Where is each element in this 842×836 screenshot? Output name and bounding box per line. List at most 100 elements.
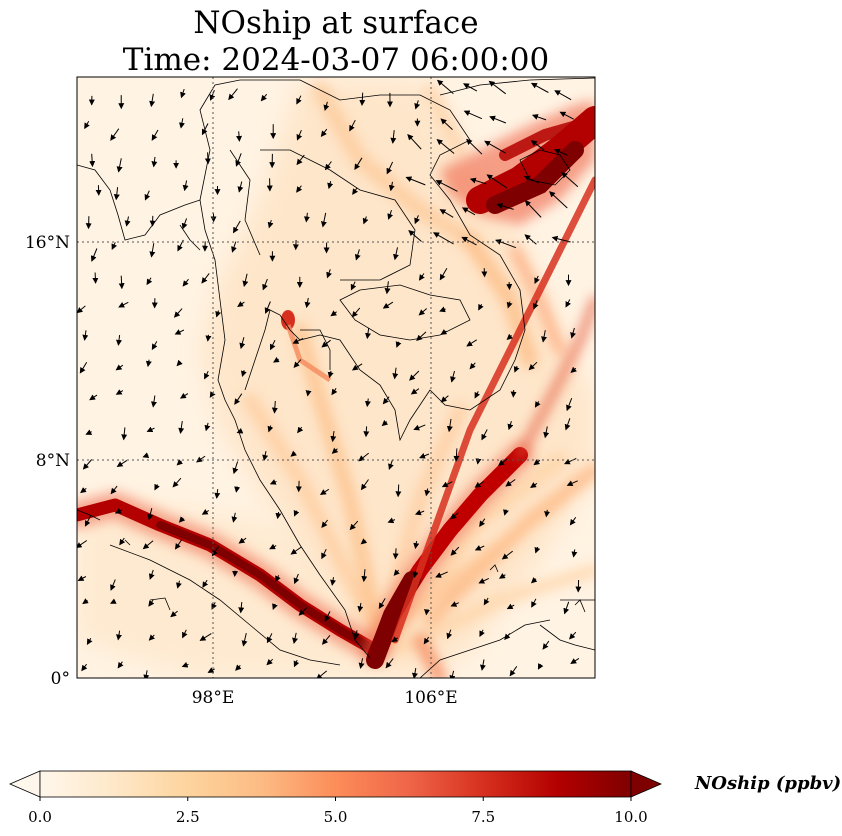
wind-vector-arrow [178, 516, 186, 523]
wind-vector-arrow [272, 603, 278, 610]
wind-vector-arrow [296, 130, 303, 141]
wind-vector-arrow [149, 93, 156, 108]
colorbar-label: NOship (ppbv) [694, 773, 841, 794]
wind-vector-arrow [543, 426, 550, 439]
wind-vector-arrow [453, 448, 460, 462]
wind-vector-arrow [148, 634, 156, 641]
lat-tick-0: 0° [51, 669, 70, 689]
wind-vector-arrow [181, 218, 188, 230]
colorbar-tick-5: 5.0 [324, 808, 348, 826]
wind-vector-arrow [330, 431, 337, 443]
wind-vector-arrow [551, 235, 571, 243]
wind-vector-arrow [262, 278, 268, 291]
wind-vector-arrow [151, 129, 159, 141]
wind-vector-arrow [331, 447, 339, 454]
wind-vector-arrow [569, 631, 577, 640]
wind-vector-arrow [121, 427, 128, 441]
wind-vector-arrow [147, 507, 154, 521]
wind-vector-arrow [531, 114, 547, 121]
wind-vector-arrow [410, 388, 420, 395]
wind-vector-arrow [436, 138, 455, 154]
wind-vector-arrow [419, 453, 430, 459]
wind-vector-arrow [435, 180, 458, 192]
wind-vector-arrow [496, 202, 514, 210]
wind-vector-arrow [461, 207, 476, 216]
wind-vector-arrow [117, 661, 124, 669]
wind-vector-arrow [119, 537, 126, 546]
wind-vector-arrow [570, 657, 580, 664]
wind-vector-arrow [267, 425, 274, 433]
south-china-sea-lane [362, 176, 595, 669]
wind-vector-arrow [199, 633, 212, 641]
wind-vector-arrow [390, 130, 397, 144]
wind-vector-arrow [439, 267, 448, 281]
wind-vector-arrow [273, 356, 280, 363]
wind-vector-arrow [530, 140, 545, 151]
wind-vector-arrow [324, 611, 331, 622]
wind-vector-arrow [293, 509, 300, 517]
wind-vector-arrow [495, 239, 517, 249]
wind-vector-arrow [544, 509, 551, 518]
wind-vector-arrow [385, 658, 394, 669]
wind-vector-arrow [240, 370, 247, 378]
colorbar: 0.0 2.5 5.0 7.5 10.0 NOship (ppbv) [8, 770, 841, 826]
gulf-of-tonkin-hotspot [440, 100, 595, 225]
wind-vector-arrow [327, 370, 334, 379]
wind-vector-arrow [89, 153, 96, 168]
wind-vector-arrow [440, 118, 453, 130]
wind-vector-arrow [201, 509, 210, 515]
wind-vector-arrow [214, 489, 221, 499]
wind-vector-arrow [237, 181, 244, 193]
wind-vector-arrow [566, 480, 578, 487]
wind-vector-arrow [413, 424, 426, 431]
wind-vector-arrow [320, 212, 327, 228]
wind-vector-arrow [388, 459, 394, 470]
wind-vector-arrow [395, 341, 402, 348]
wind-vector-arrow [407, 133, 422, 150]
wind-vector-arrow [92, 272, 99, 284]
wind-vector-arrow [387, 210, 394, 220]
wind-vector-arrow [392, 367, 399, 380]
wind-vector-arrow [530, 82, 549, 93]
wind-vector-arrow [418, 308, 428, 316]
lat-tick-8: 8°N [36, 451, 70, 471]
wind-vector-arrow [524, 200, 542, 218]
wind-vector-arrow [570, 327, 576, 339]
wind-vector-arrow [271, 400, 278, 414]
wind-vector-field [77, 79, 582, 678]
wind-vector-arrow [238, 602, 245, 614]
wind-vector-arrow [439, 209, 454, 218]
wind-vector-arrow [110, 128, 120, 141]
wind-vector-arrow [349, 520, 359, 531]
wind-vector-arrow [180, 88, 186, 99]
wind-vector-arrow [350, 281, 357, 291]
wind-vector-arrow [435, 571, 448, 578]
wind-vector-arrow [488, 80, 507, 95]
wind-vector-arrow [236, 427, 244, 434]
wind-vector-arrow [176, 359, 183, 367]
wind-vector-arrow [569, 517, 577, 526]
wind-vector-arrow [266, 633, 273, 644]
wind-vector-arrow [174, 539, 183, 550]
wind-vector-arrow [142, 452, 150, 458]
wind-vector-arrow [571, 549, 578, 558]
wind-vector-arrow [269, 479, 277, 485]
wind-vector-arrow [466, 339, 477, 347]
wind-vector-arrow [293, 359, 302, 368]
wind-vector-arrow [391, 636, 399, 643]
wind-vector-arrow [478, 577, 490, 584]
wind-vector-arrow [297, 426, 304, 434]
wind-vector-arrow [182, 629, 188, 639]
colorbar-gradient [39, 770, 632, 798]
wind-vector-arrow [150, 395, 157, 408]
wind-vector-arrow [533, 459, 541, 466]
wind-vector-arrow [182, 180, 189, 192]
wind-vector-arrow [115, 389, 124, 395]
wind-vector-arrow [561, 172, 579, 188]
wind-vector-arrow [324, 161, 332, 171]
wind-vector-arrow [201, 123, 209, 136]
wind-vector-arrow [418, 273, 425, 281]
wind-vector-arrow [463, 83, 478, 92]
wind-vector-arrow [450, 601, 460, 607]
wind-vector-arrow [358, 658, 365, 669]
